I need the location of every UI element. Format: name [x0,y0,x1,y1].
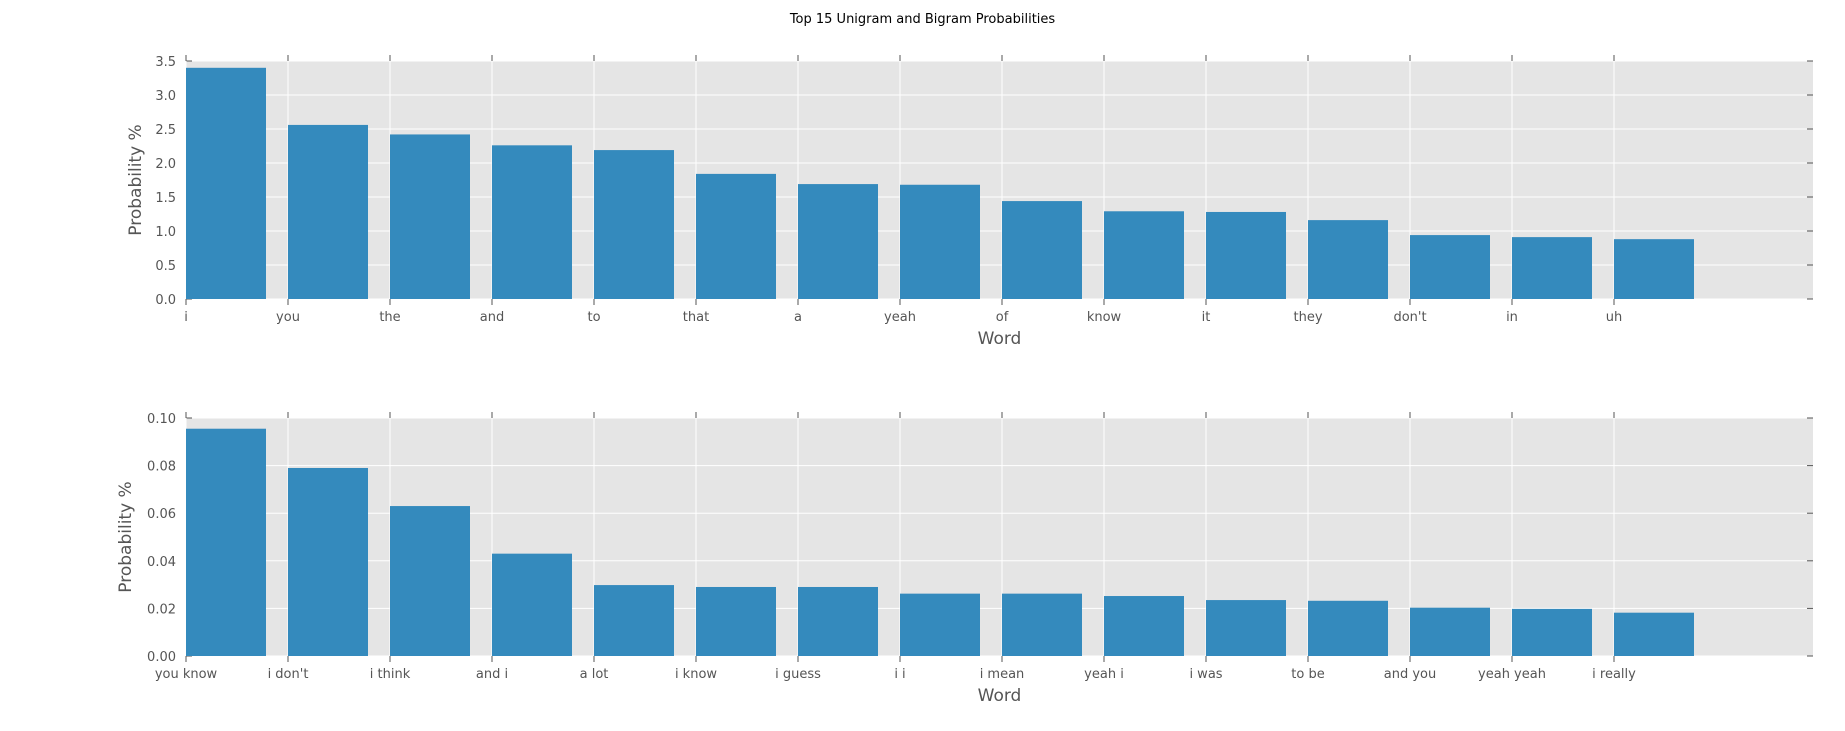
bar-a-lot [594,585,674,656]
bar-uh [1614,239,1694,299]
bar-that [696,173,776,299]
y-tick-label: 2.0 [155,157,176,172]
x-tick-label: i mean [980,667,1025,682]
bar-yeah [900,184,980,299]
x-tick-label: uh [1606,310,1622,325]
y-tick-label: 3.0 [155,89,176,104]
x-tick-label: that [683,310,709,325]
x-axis-label: Word [978,329,1022,349]
bar-to [594,150,674,299]
x-tick-label: know [1087,310,1122,325]
bar-they [1308,220,1388,299]
x-tick-label: yeah i [1084,667,1124,682]
bar-you [288,124,368,299]
x-tick-label: i was [1189,667,1222,682]
figure-title: Top 15 Unigram and Bigram Probabilities [789,12,1056,27]
x-tick-label: don't [1393,310,1426,325]
x-tick-label: a lot [580,667,609,682]
bar-and-you [1410,607,1490,656]
y-tick-label: 0.08 [147,460,176,475]
x-tick-label: you know [155,667,218,682]
y-tick-label: 0.5 [155,259,176,274]
bar-i [186,67,266,299]
y-tick-label: 1.0 [155,225,176,240]
bar-i-i [900,593,980,656]
y-tick-label: 0.10 [147,412,176,427]
x-tick-label: i know [675,667,717,682]
x-axis-label: Word [978,686,1022,706]
x-tick-label: i really [1592,667,1636,682]
x-tick-label: a [794,310,802,325]
y-tick-label: 0.02 [147,602,176,617]
bar-and [492,145,572,299]
bar-i-really [1614,612,1694,656]
bar-you-know [186,428,266,656]
bar-i-guess [798,586,878,656]
y-tick-label: 0.0 [155,293,176,308]
x-tick-label: they [1293,310,1322,325]
x-tick-label: i guess [775,667,821,682]
x-tick-label: and you [1384,667,1436,682]
x-tick-label: and [480,310,504,325]
y-tick-label: 0.00 [147,650,176,665]
bar-i-don-t [288,467,368,656]
x-tick-label: i i [894,667,905,682]
x-tick-label: to [587,310,600,325]
y-axis-label: Probability % [126,124,146,235]
x-tick-label: to be [1291,667,1324,682]
bar-i-know [696,586,776,656]
bar-of [1002,201,1082,299]
x-tick-label: yeah yeah [1478,667,1546,682]
bar-i-think [390,506,470,656]
bar-it [1206,211,1286,299]
y-tick-label: 0.04 [147,555,176,570]
y-axis-label: Probability % [116,481,136,592]
bar-yeah-yeah [1512,608,1592,656]
x-tick-label: i don't [268,667,309,682]
bar-in [1512,237,1592,299]
bar-and-i [492,553,572,656]
bar-a [798,184,878,299]
bar-know [1104,211,1184,299]
bar-the [390,134,470,299]
x-tick-label: it [1202,310,1211,325]
bar-to-be [1308,600,1388,656]
bar-yeah-i [1104,596,1184,656]
y-tick-label: 0.06 [147,507,176,522]
y-tick-label: 1.5 [155,191,176,206]
bar-i-was [1206,600,1286,656]
x-tick-label: in [1506,310,1518,325]
x-tick-label: yeah [884,310,916,325]
bar-i-mean [1002,593,1082,656]
x-tick-label: the [379,310,400,325]
x-tick-label: and i [476,667,508,682]
x-tick-label: i think [370,667,411,682]
x-tick-label: of [996,310,1009,325]
y-tick-label: 3.5 [155,55,176,70]
x-tick-label: i [184,310,188,325]
y-tick-label: 2.5 [155,123,176,138]
bar-don-t [1410,235,1490,299]
x-tick-label: you [276,310,300,325]
